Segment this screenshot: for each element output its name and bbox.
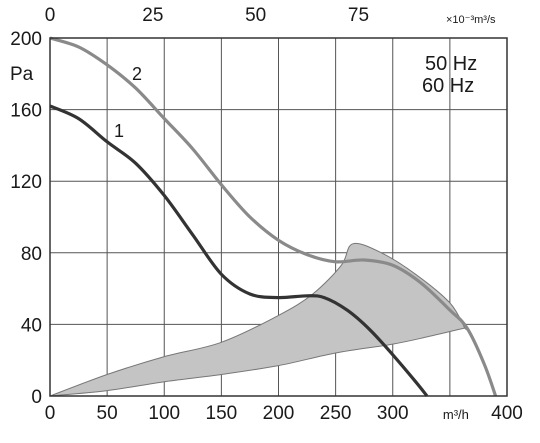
- top-tick-label: 0: [45, 5, 56, 26]
- y-tick-label: 160: [10, 101, 42, 122]
- series-2-line: [49, 36, 498, 397]
- series-1-line: [49, 104, 429, 397]
- y-tick-label: 0: [31, 387, 42, 408]
- x-axis-unit-label: m³/h: [443, 407, 469, 422]
- x-tick-label: 150: [206, 403, 238, 424]
- series-2-label: 2: [132, 64, 142, 84]
- top-tick-label: 25: [142, 5, 163, 26]
- y-tick-label: 120: [10, 172, 42, 193]
- x-tick-label: 100: [148, 403, 180, 424]
- x-tick-label: 250: [320, 403, 352, 424]
- y-tick-label: 40: [21, 315, 42, 336]
- x-tick-label: 50: [97, 403, 118, 424]
- shaded-operating-region: [49, 242, 469, 397]
- y-tick-label: 200: [10, 29, 42, 50]
- x-tick-label: 200: [263, 403, 295, 424]
- legend-50hz: 50 Hz: [425, 53, 477, 75]
- y-axis-label: Pa: [10, 64, 34, 85]
- tick-labels: 0 50 100 150 200 250 300 m³/h 400040801201602000…: [10, 5, 523, 424]
- series-1-label: 1: [114, 121, 124, 141]
- top-tick-label: 50: [245, 5, 266, 26]
- x-tick-label: 400: [491, 403, 523, 424]
- y-tick-label: 80: [21, 244, 42, 265]
- x-tick-label: 0: [45, 403, 56, 424]
- top-tick-label: 75: [348, 5, 369, 26]
- x-tick-label: 300: [377, 403, 409, 424]
- legend-60hz: 60 Hz: [422, 75, 474, 97]
- top-axis-unit-label: ×10⁻³m³/s: [446, 14, 496, 26]
- plot-frame: [49, 37, 508, 397]
- grid-lines: [49, 37, 508, 397]
